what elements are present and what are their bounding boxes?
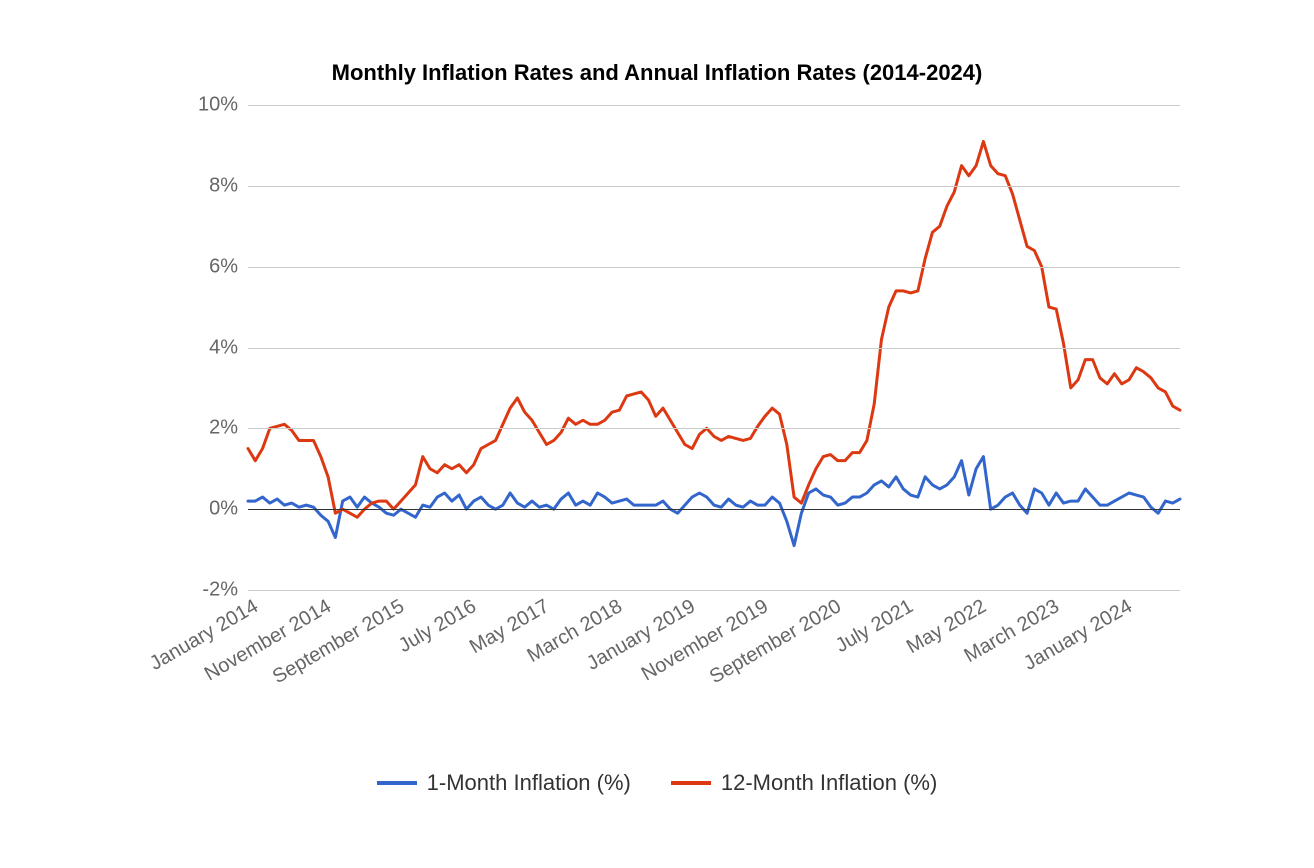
gridline <box>248 105 1180 106</box>
y-axis-label: 10% <box>198 94 248 117</box>
gridline <box>248 590 1180 591</box>
chart-title: Monthly Inflation Rates and Annual Infla… <box>0 60 1314 86</box>
gridline <box>248 428 1180 429</box>
legend-swatch <box>377 781 417 785</box>
y-axis-label: 4% <box>209 336 248 359</box>
y-axis-label: 2% <box>209 417 248 440</box>
gridline <box>248 267 1180 268</box>
legend-label: 12-Month Inflation (%) <box>721 770 937 796</box>
series-line <box>248 141 1180 517</box>
y-axis-label: 6% <box>209 255 248 278</box>
x-axis-label: July 2016 <box>392 590 481 658</box>
x-axis-label: July 2021 <box>829 590 918 658</box>
plot-area: -2%0%2%4%6%8%10%January 2014November 201… <box>248 105 1180 590</box>
zero-line <box>248 509 1180 510</box>
legend-swatch <box>671 781 711 785</box>
chart-container: Monthly Inflation Rates and Annual Infla… <box>0 0 1314 868</box>
gridline <box>248 186 1180 187</box>
legend-item: 12-Month Inflation (%) <box>671 770 937 796</box>
legend-label: 1-Month Inflation (%) <box>427 770 631 796</box>
legend-item: 1-Month Inflation (%) <box>377 770 631 796</box>
legend: 1-Month Inflation (%) 12-Month Inflation … <box>0 765 1314 796</box>
y-axis-label: 8% <box>209 174 248 197</box>
gridline <box>248 348 1180 349</box>
y-axis-label: 0% <box>209 498 248 521</box>
